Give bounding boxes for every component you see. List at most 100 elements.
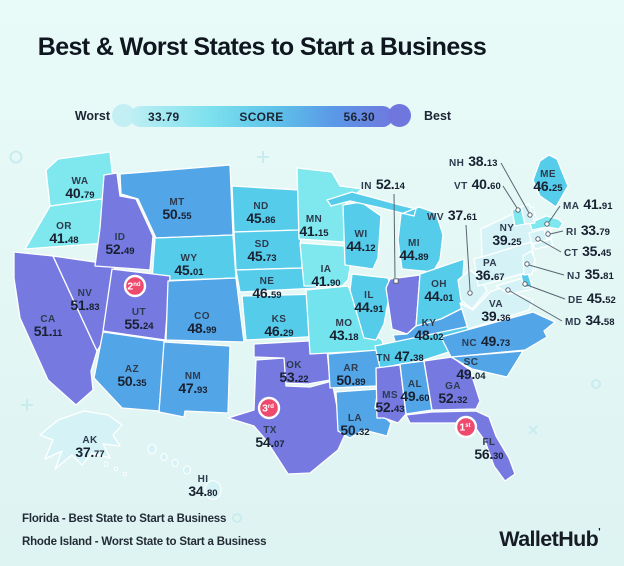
score-SD: 45.73 — [247, 248, 276, 264]
state-HI-island[interactable] — [183, 465, 191, 475]
score-AZ: 50.35 — [117, 373, 147, 389]
label-UT: UT — [132, 307, 146, 318]
callout-dot-MA — [544, 221, 550, 227]
callout-dot-NJ — [524, 261, 530, 267]
rank-badge-TX — [257, 396, 281, 420]
score-NE: 46.59 — [252, 285, 281, 301]
state-NM[interactable] — [158, 341, 231, 418]
score-WI: 44.12 — [346, 238, 375, 254]
label-OK: OK — [286, 360, 302, 371]
score-NM: 47.93 — [178, 380, 207, 396]
legend-best-circle — [388, 104, 411, 127]
state-ID[interactable] — [94, 172, 154, 271]
score-IA: 41.90 — [311, 273, 340, 289]
footer-worst-annotation: Rhode Island - Worst State to Start a Bu… — [22, 536, 267, 548]
state-HI-island[interactable] — [204, 480, 222, 500]
state-IL[interactable] — [349, 273, 392, 341]
decor-plus — [257, 151, 269, 163]
label-NH: NH 38.13 — [449, 153, 497, 169]
score-MT: 50.55 — [162, 206, 192, 222]
label-OR: OR — [56, 221, 72, 232]
label-HI: HI — [198, 474, 209, 485]
callout-dot-WV — [467, 290, 473, 296]
state-VA[interactable] — [459, 287, 534, 330]
legend-worst-circle — [112, 104, 135, 127]
score-MS: 52.43 — [375, 399, 404, 415]
state-ME[interactable] — [532, 154, 569, 208]
label-RI: RI 33.79 — [566, 222, 610, 238]
label-MT: MT — [169, 197, 184, 208]
state-IN[interactable] — [385, 274, 421, 335]
rank-badge-text-TX: 3rd — [262, 403, 274, 415]
state-CO[interactable] — [165, 277, 245, 343]
callout-line-IN — [393, 193, 396, 279]
state-HI-island[interactable] — [171, 459, 179, 467]
rank-badge-FL — [454, 415, 478, 439]
score-NY: 39.25 — [492, 232, 522, 248]
label-CA: CA — [40, 314, 55, 325]
score-TX: 54.07 — [255, 434, 284, 450]
legend-max-score: 56.30 — [343, 109, 375, 124]
label-AR: AR — [343, 363, 359, 374]
label-MI: MI — [408, 238, 420, 249]
label-WY: WY — [181, 253, 198, 264]
callout-dot-MD — [505, 287, 511, 293]
state-AZ[interactable] — [93, 331, 166, 412]
callout-line-MD — [509, 290, 563, 322]
score-VA: 39.36 — [481, 308, 510, 324]
decor-circle — [9, 150, 23, 164]
rank-badge-text-UT: 2nd — [127, 281, 141, 293]
label-IL: IL — [364, 290, 374, 301]
label-OH: OH — [431, 279, 447, 290]
label-VT: VT 40.60 — [454, 176, 501, 192]
state-TX[interactable] — [227, 357, 349, 475]
decor-cross — [528, 425, 538, 435]
label-NJ: NJ 35.81 — [567, 266, 614, 282]
state-AK-island[interactable] — [103, 461, 109, 467]
rank-badge-UT — [123, 274, 147, 298]
label-NM: NM — [185, 371, 201, 382]
score-WA: 40.79 — [65, 185, 94, 201]
state-AK-island[interactable] — [122, 471, 128, 477]
state-AK-island[interactable] — [113, 466, 119, 472]
callout-line-MA — [548, 205, 561, 223]
state-HI-island[interactable] — [160, 453, 168, 461]
label-AK: AK — [82, 435, 98, 446]
page-title: Best & Worst States to Start a Business — [37, 33, 487, 61]
score-CO: 48.99 — [187, 320, 216, 336]
callout-dot-RI — [545, 231, 551, 237]
score-PA: 36.67 — [475, 267, 504, 283]
legend-worst-label: Worst — [74, 109, 110, 123]
label-VA: VA — [489, 299, 503, 310]
score-NV: 51.83 — [70, 297, 99, 313]
label-AZ: AZ — [125, 364, 139, 375]
label-WI: WI — [354, 229, 367, 240]
label-AL: AL — [408, 379, 422, 390]
label-NY: NY — [500, 223, 515, 234]
us-choropleth-map: CA51.11OR41.48WA40.79NV51.83ID52.49MT50.… — [9, 150, 616, 523]
state-UT[interactable] — [102, 268, 171, 341]
callout-dot-DE — [522, 281, 528, 287]
score-OR: 41.48 — [49, 230, 78, 246]
state-HI-island[interactable] — [147, 443, 157, 455]
state-NC[interactable] — [440, 311, 556, 358]
state-SD[interactable] — [233, 229, 303, 271]
callout-line-DE — [526, 284, 566, 300]
legend-gradient-bar: 33.79 SCORE 56.30 — [130, 106, 393, 127]
score-AR: 50.89 — [336, 372, 365, 388]
callout-line-RI — [549, 230, 564, 235]
state-AK[interactable] — [39, 410, 123, 470]
score-UT: 55.24 — [124, 316, 154, 332]
score-AK: 37.77 — [75, 444, 104, 460]
label-MD: MD 34.58 — [565, 312, 615, 328]
label-KS: KS — [272, 314, 287, 325]
state-MI[interactable] — [326, 191, 444, 273]
label-WV: WV 37.61 — [427, 207, 478, 223]
callout-dot-CT — [535, 236, 541, 242]
label-CO: CO — [194, 311, 210, 322]
score-SC: 49.04 — [456, 366, 486, 382]
label-DE: DE 45.52 — [568, 290, 616, 306]
score-OH: 44.01 — [424, 288, 454, 304]
label-ND: ND — [253, 201, 268, 212]
score-ID: 52.49 — [105, 241, 134, 257]
